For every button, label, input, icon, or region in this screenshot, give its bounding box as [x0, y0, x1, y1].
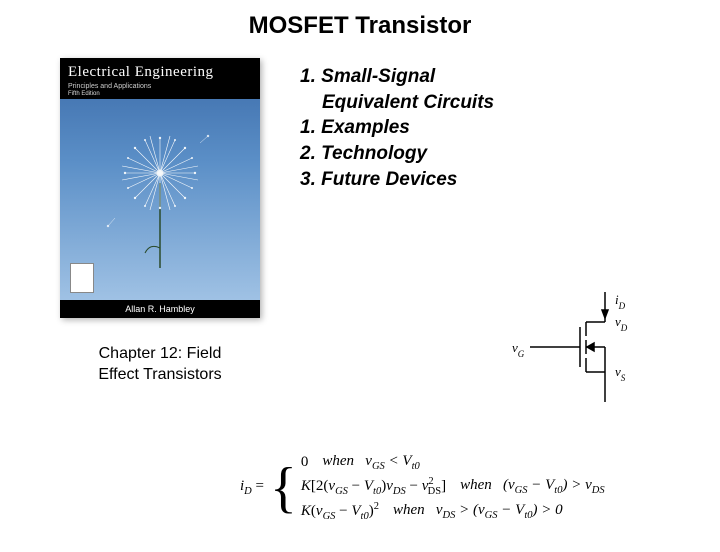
mosfet-label-vs: vS [615, 364, 626, 383]
topic-text: Small-Signal [321, 66, 435, 87]
topic-item: 1. Small-Signal [300, 64, 670, 90]
mosfet-label-vg: vG [512, 340, 525, 359]
book-title: Electrical Engineering [68, 64, 252, 81]
topic-item: 2. Technology [300, 141, 670, 167]
topic-text: Technology [321, 143, 427, 164]
topic-cont: Equivalent Circuits [300, 90, 670, 116]
eq-cond: when (vGS − Vt0) > vDS [460, 477, 605, 496]
topic-list: 1. Small-Signal Equivalent Circuits 1. E… [300, 64, 670, 192]
mosfet-label-vd: vD [615, 314, 628, 333]
mosfet-label-id: iD [615, 292, 626, 311]
book-header: Electrical Engineering Principles and Ap… [60, 58, 260, 99]
book-subtitle: Principles and Applications [68, 83, 252, 90]
equation-block: iD = { 0 when vGS < Vt0 K[2(vGS − Vt0)vD… [240, 453, 605, 522]
eq-expr: K(vGS − Vt0)2 [301, 501, 379, 522]
chapter-caption: Chapter 12: Field Effect Transistors [98, 344, 221, 386]
eq-expr: K[2(vGS − Vt0)vDS − v2DS] [301, 476, 446, 497]
book-thumb-icon [70, 263, 94, 293]
eq-cond: when vGS < Vt0 [322, 453, 419, 472]
eq-expr: 0 [301, 454, 309, 471]
topic-num: 3. [300, 169, 316, 190]
brace-icon: { [270, 460, 297, 516]
topic-num: 2. [300, 143, 316, 164]
eq-cond: when vDS > (vGS − Vt0) > 0 [393, 502, 563, 521]
eq-case-2: K[2(vGS − Vt0)vDS − v2DS] when (vGS − Vt… [301, 476, 605, 497]
dandelion-icon [100, 128, 220, 268]
eq-case-1: 0 when vGS < Vt0 [301, 453, 605, 472]
book-cover: Electrical Engineering Principles and Ap… [60, 58, 260, 318]
slide-title: MOSFET Transistor [0, 12, 720, 40]
book-edition: Fifth Edition [68, 91, 252, 97]
topic-item: 3. Future Devices [300, 167, 670, 193]
topic-text: Future Devices [321, 169, 457, 190]
topic-item: 1. Examples [300, 115, 670, 141]
chapter-line2: Effect Transistors [98, 366, 221, 383]
eq-cases: 0 when vGS < Vt0 K[2(vGS − Vt0)vDS − v2D… [301, 453, 605, 522]
eq-case-3: K(vGS − Vt0)2 when vDS > (vGS − Vt0) > 0 [301, 501, 605, 522]
chapter-line1: Chapter 12: Field [99, 345, 222, 362]
topic-num: 1. [300, 66, 316, 87]
topic-num: 1. [300, 117, 316, 138]
left-column: Electrical Engineering Principles and Ap… [50, 58, 270, 386]
eq-lhs: iD = [240, 478, 264, 497]
mosfet-symbol-icon: iD vD vG vS [510, 292, 650, 402]
book-author: Allan R. Hambley [60, 300, 260, 318]
topic-text: Examples [321, 117, 410, 138]
